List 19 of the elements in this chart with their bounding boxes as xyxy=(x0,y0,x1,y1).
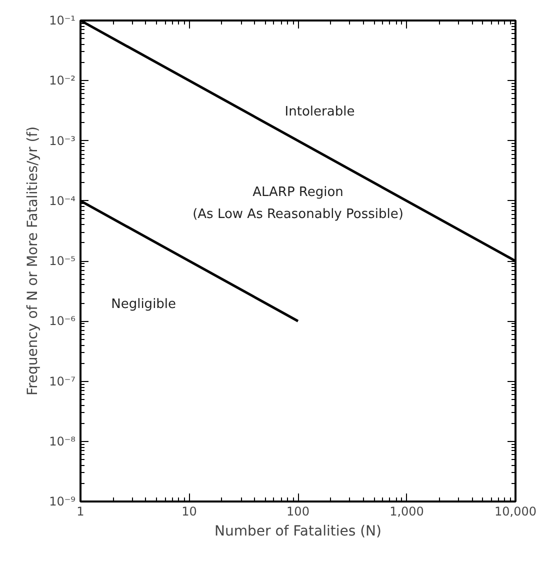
x-tick-label: 100 xyxy=(286,504,310,518)
annotation: Intolerable xyxy=(284,104,355,120)
y-tick-label: 10⁻⁷ xyxy=(49,374,76,388)
y-tick-label: 10⁻² xyxy=(49,74,76,88)
y-axis-title: Frequency of N or More Fatalities/yr (f) xyxy=(25,126,42,396)
x-tick-label: 1 xyxy=(76,504,84,518)
x-tick-label: 10 xyxy=(182,504,197,518)
y-tick-label: 10⁻³ xyxy=(49,134,76,148)
annotation: Negligible xyxy=(111,296,176,312)
x-axis-title: Number of Fatalities (N) xyxy=(214,524,382,540)
y-tick-label: 10⁻⁸ xyxy=(49,434,76,448)
y-tick-label: 10⁻⁶ xyxy=(49,314,76,328)
annotation: ALARP Region (As Low As Reasonably Possible) xyxy=(192,184,404,222)
x-tick-label: 1,000 xyxy=(390,504,424,518)
y-tick-label: 10⁻⁹ xyxy=(49,494,76,508)
y-tick-label: 10⁻¹ xyxy=(49,14,76,28)
x-tick-label: 10,000 xyxy=(494,504,537,518)
y-tick-label: 10⁻⁵ xyxy=(49,254,76,268)
y-tick-label: 10⁻⁴ xyxy=(49,194,76,208)
